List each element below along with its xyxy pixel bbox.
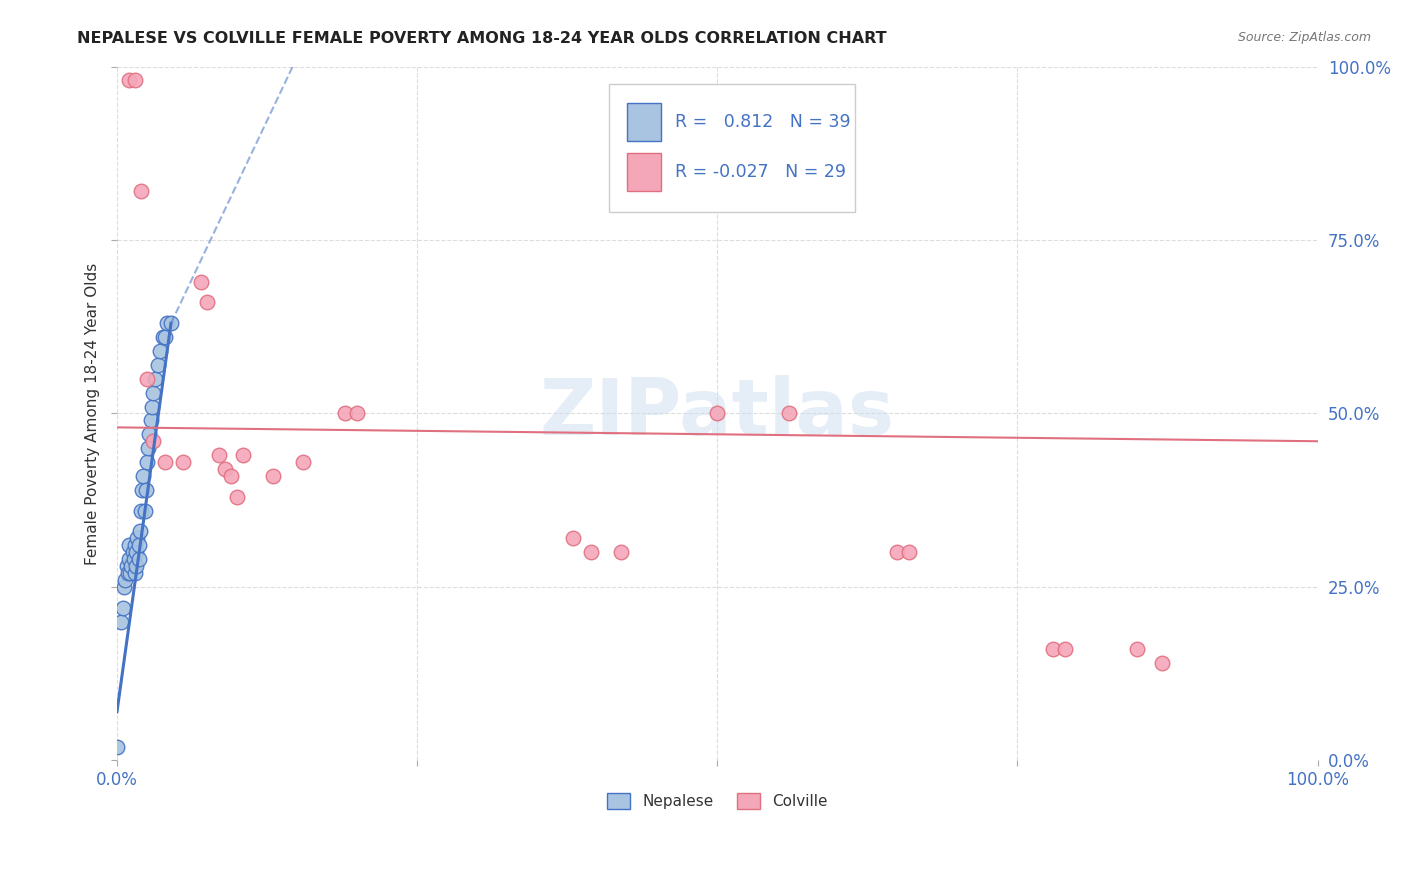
Point xyxy=(128,552,150,566)
Point xyxy=(208,448,231,462)
Point xyxy=(110,615,132,629)
Point xyxy=(262,469,284,483)
Point xyxy=(610,545,633,559)
FancyBboxPatch shape xyxy=(609,84,855,212)
Point xyxy=(138,427,160,442)
Point xyxy=(172,455,194,469)
Point xyxy=(226,490,249,504)
Point xyxy=(706,407,728,421)
Point xyxy=(153,455,176,469)
Point xyxy=(562,532,585,546)
Point xyxy=(292,455,315,469)
Point xyxy=(111,600,134,615)
Point xyxy=(153,330,176,344)
Point xyxy=(579,545,602,559)
Point xyxy=(190,275,212,289)
Legend: Nepalese, Colville: Nepalese, Colville xyxy=(602,787,834,815)
Point xyxy=(142,385,165,400)
Point xyxy=(124,538,146,552)
Text: NEPALESE VS COLVILLE FEMALE POVERTY AMONG 18-24 YEAR OLDS CORRELATION CHART: NEPALESE VS COLVILLE FEMALE POVERTY AMON… xyxy=(77,31,887,46)
Point xyxy=(118,538,141,552)
Point xyxy=(232,448,254,462)
Point xyxy=(152,330,174,344)
Point xyxy=(125,545,148,559)
Point xyxy=(118,552,141,566)
Point xyxy=(120,559,142,574)
FancyBboxPatch shape xyxy=(627,103,661,141)
Point xyxy=(146,358,169,372)
Point xyxy=(134,503,156,517)
Point xyxy=(346,407,368,421)
Point xyxy=(145,372,167,386)
Point xyxy=(136,441,159,455)
Point xyxy=(114,573,136,587)
Text: ZIPatlas: ZIPatlas xyxy=(540,376,894,451)
FancyBboxPatch shape xyxy=(627,153,661,192)
Point xyxy=(129,185,152,199)
Point xyxy=(149,344,172,359)
Point xyxy=(128,538,150,552)
Text: R =   0.812   N = 39: R = 0.812 N = 39 xyxy=(675,112,851,131)
Point xyxy=(131,483,153,497)
Point xyxy=(141,400,163,414)
Point xyxy=(219,469,242,483)
Point xyxy=(160,316,183,330)
Point xyxy=(120,566,142,580)
Point xyxy=(139,413,162,427)
Point xyxy=(122,552,145,566)
Point xyxy=(105,739,128,754)
Point xyxy=(118,73,141,87)
Text: R = -0.027   N = 29: R = -0.027 N = 29 xyxy=(675,163,846,181)
Point xyxy=(156,316,179,330)
Point xyxy=(898,545,921,559)
Point xyxy=(1042,642,1064,657)
Text: Source: ZipAtlas.com: Source: ZipAtlas.com xyxy=(1237,31,1371,45)
Point xyxy=(136,455,159,469)
Point xyxy=(886,545,908,559)
Point xyxy=(135,483,157,497)
Point xyxy=(121,545,143,559)
Point xyxy=(117,566,139,580)
Point xyxy=(214,462,236,476)
Point xyxy=(124,73,146,87)
Y-axis label: Female Poverty Among 18-24 Year Olds: Female Poverty Among 18-24 Year Olds xyxy=(86,262,100,565)
Point xyxy=(1054,642,1077,657)
Point xyxy=(132,469,155,483)
Point xyxy=(128,524,150,539)
Point xyxy=(124,566,146,580)
Point xyxy=(125,559,148,574)
Point xyxy=(195,295,218,310)
Point xyxy=(129,503,152,517)
Point xyxy=(778,407,800,421)
Point xyxy=(136,372,159,386)
Point xyxy=(1126,642,1149,657)
Point xyxy=(115,559,138,574)
Point xyxy=(1150,657,1173,671)
Point xyxy=(112,580,135,594)
Point xyxy=(142,434,165,449)
Point xyxy=(333,407,356,421)
Point xyxy=(127,532,149,546)
